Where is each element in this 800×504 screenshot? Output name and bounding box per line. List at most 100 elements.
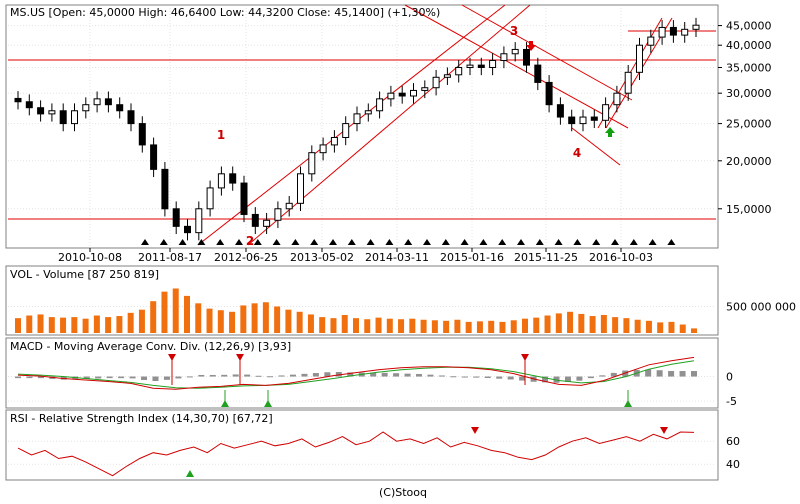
volume-bar (398, 319, 405, 333)
volume-bar (623, 318, 630, 333)
signal-marker-icon (535, 239, 544, 245)
volume-bar (285, 309, 292, 333)
volume-bar (657, 322, 664, 333)
candle-body (48, 110, 56, 115)
macd-histogram-bar (656, 370, 663, 377)
macd-histogram-bar (129, 376, 136, 379)
main-x-tick-label: 2014-03-11 (365, 251, 429, 264)
volume-bar (691, 328, 697, 333)
macd-histogram-bar (496, 376, 503, 379)
candle-body (172, 208, 180, 227)
candle-body (602, 104, 610, 121)
buy-signal-icon (221, 400, 229, 407)
candle-body (647, 36, 655, 46)
volume-bar (645, 320, 652, 333)
macd-histogram-bar (163, 376, 170, 380)
macd-histogram-bar (668, 371, 675, 377)
macd-histogram-bar (312, 373, 319, 377)
main-y-tick-label: 30,0000 (726, 87, 772, 100)
volume-bar (172, 288, 179, 333)
signal-marker-icon (573, 239, 582, 245)
volume-bar (476, 321, 483, 333)
candle-body (466, 64, 474, 68)
sell-signal-icon (168, 354, 176, 361)
main-y-tick-label: 35,0000 (726, 61, 772, 74)
macd-histogram-bar (691, 371, 697, 377)
signal-marker-icon (329, 239, 337, 245)
volume-bar (330, 318, 337, 333)
macd-histogram-bar (209, 374, 216, 377)
main-panel (5, 4, 719, 249)
macd-histogram-bar (118, 376, 125, 379)
candle-body (206, 187, 214, 210)
volume-bar (454, 319, 461, 333)
volume-bar (206, 308, 213, 333)
macd-histogram-bar (335, 372, 342, 377)
macd-histogram-bar (15, 376, 21, 379)
candle-body (330, 137, 338, 146)
macd-histogram-bar (587, 376, 594, 379)
macd-histogram-bar (301, 373, 308, 377)
macd-histogram-bar (564, 376, 571, 382)
main-x-tick-label: 2016-10-03 (589, 251, 653, 264)
candle-body (217, 173, 225, 189)
macd-histogram-bar (679, 371, 686, 377)
volume-bar (138, 309, 145, 333)
main-x-tick-label: 2012-06-25 (214, 251, 278, 264)
candle-body (681, 28, 689, 36)
macd-histogram-bar (507, 376, 514, 380)
sell-signal-icon (236, 354, 244, 361)
signal-marker-icon (253, 239, 262, 245)
signal-marker-icon (404, 239, 413, 245)
macd-histogram-bar (416, 374, 423, 377)
macd-histogram-bar (461, 376, 468, 378)
volume-bar (116, 316, 123, 333)
rsi-oversold-icon (186, 470, 194, 477)
candle-body (489, 59, 497, 68)
rsi-y-tick-label: 60 (726, 435, 740, 448)
trendline (197, 4, 506, 246)
volume-bar (510, 320, 517, 333)
signal-marker-icon (141, 239, 149, 245)
candle-body (342, 123, 350, 139)
volume-bar (465, 321, 472, 333)
volume-bar (375, 317, 382, 333)
rsi-line (17, 431, 695, 477)
candle-body (692, 24, 700, 30)
volume-bar (567, 311, 574, 333)
candle-body (455, 66, 463, 76)
macd-histogram-bar (519, 376, 526, 381)
macd-histogram-bar (141, 376, 148, 380)
candle-body (251, 213, 259, 227)
signal-marker-icon (366, 239, 375, 245)
candle-body (127, 110, 135, 125)
candle-body (511, 48, 519, 55)
signal-marker-icon (385, 239, 394, 245)
volume-bar (229, 311, 236, 333)
signal-marker-icon (460, 239, 469, 245)
main-y-tick-label: 25,0000 (726, 118, 772, 131)
volume-bar (195, 303, 202, 333)
candle-body (184, 225, 191, 234)
candle-body (116, 104, 124, 112)
main-y-tick-label: 45,0000 (726, 20, 772, 33)
candle-body (534, 64, 542, 83)
macd-histogram-bar (106, 376, 113, 379)
signal-marker-icon (310, 239, 319, 245)
macd-histogram-bar (450, 376, 457, 378)
candle-body (669, 26, 677, 36)
signal-marker-icon (667, 239, 676, 245)
signal-marker-icon (197, 239, 206, 245)
macd-histogram-bar (542, 376, 549, 383)
volume-bar (262, 302, 269, 333)
main-y-tick-label: 15,0000 (726, 203, 772, 216)
macd-histogram-bar (599, 375, 606, 377)
candle-body (613, 92, 621, 106)
candle-body (37, 107, 45, 115)
pattern-annotation-2: 2 (246, 234, 254, 248)
macd-line (17, 356, 695, 390)
volume-bar (668, 321, 675, 333)
volume-bar (37, 314, 44, 333)
candle-body (636, 44, 643, 73)
